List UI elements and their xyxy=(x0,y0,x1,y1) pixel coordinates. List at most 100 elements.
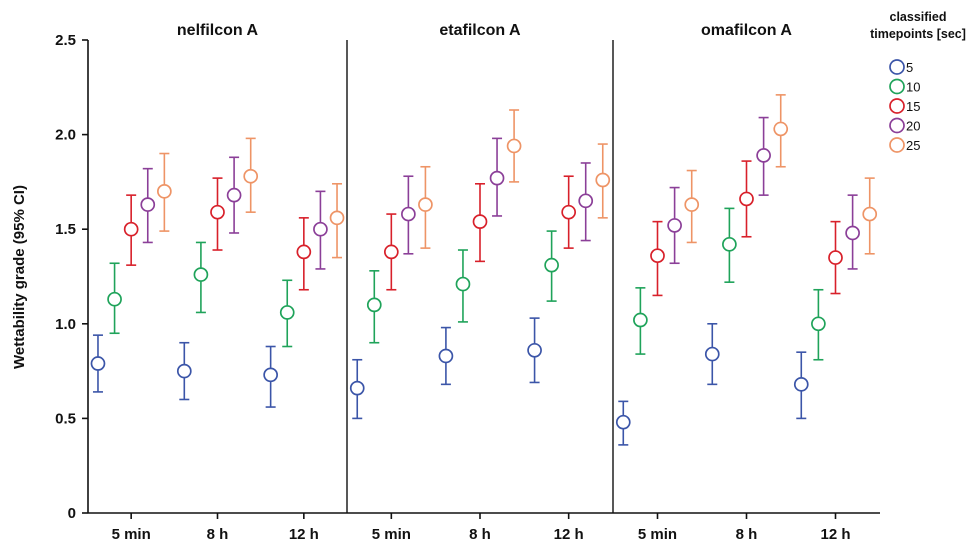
panel: omafilcon A 5 min 8 h 12 h xyxy=(615,22,878,543)
data-point xyxy=(527,317,542,384)
data-point xyxy=(313,190,328,270)
data-point xyxy=(193,241,209,314)
x-tick-label: 8 h xyxy=(736,526,758,543)
mean-marker xyxy=(615,414,631,430)
legend-marker xyxy=(889,117,905,134)
x-tick-label: 5 min xyxy=(112,526,151,543)
data-point xyxy=(263,345,278,408)
legend-marker xyxy=(889,59,905,75)
mean-marker xyxy=(210,204,225,220)
data-point xyxy=(704,322,720,386)
data-point xyxy=(667,186,682,265)
mean-marker xyxy=(544,257,559,273)
mean-marker xyxy=(527,342,542,358)
data-point xyxy=(756,116,771,196)
legend-title-line1: classified xyxy=(890,10,947,24)
data-point xyxy=(107,262,122,335)
data-point xyxy=(489,137,505,217)
legend-item: 20 xyxy=(889,117,920,134)
legend: classified timepoints [sec] 5 10 15 20 25 xyxy=(870,10,966,153)
data-point xyxy=(506,109,522,183)
mean-marker xyxy=(506,138,522,154)
y-tick-label: 1.0 xyxy=(55,316,76,333)
mean-marker xyxy=(722,236,737,252)
data-point xyxy=(578,162,594,242)
data-point xyxy=(455,249,471,323)
legend-label: 20 xyxy=(906,119,920,134)
mean-marker xyxy=(313,221,328,237)
axes: 0 0.5 1.0 1.5 2.0 2.5 Wettability grade (95% C… xyxy=(11,32,880,522)
y-tick-label: 0.5 xyxy=(55,410,76,427)
panel-title: omafilcon A xyxy=(701,22,792,39)
legend-label: 5 xyxy=(906,60,913,75)
data-point xyxy=(811,288,826,361)
data-point xyxy=(722,207,737,283)
mean-marker xyxy=(401,206,416,222)
mean-marker xyxy=(793,376,809,392)
data-point xyxy=(773,94,789,168)
x-tick-label: 12 h xyxy=(820,526,850,543)
x-tick-label: 12 h xyxy=(289,526,319,543)
data-point xyxy=(544,230,559,302)
mean-marker xyxy=(578,193,594,209)
legend-title-line2: timepoints [sec] xyxy=(870,27,966,41)
data-point xyxy=(418,165,433,249)
mean-marker xyxy=(739,191,754,207)
mean-marker xyxy=(811,316,826,332)
legend-label: 15 xyxy=(906,99,920,114)
mean-marker xyxy=(140,197,156,212)
legend-marker xyxy=(889,137,905,153)
mean-marker xyxy=(595,172,611,188)
data-point xyxy=(243,137,259,213)
data-point xyxy=(438,326,454,386)
panel-title: etafilcon A xyxy=(439,22,521,39)
panel: etafilcon A 5 min 8 h 12 h xyxy=(349,22,611,543)
panels: nelfilcon A 5 min 8 h 12 h etafilcon A 5 min 8… xyxy=(90,22,878,543)
mean-marker xyxy=(633,312,648,328)
mean-marker xyxy=(279,305,295,320)
legend-marker xyxy=(889,98,905,114)
mean-marker xyxy=(561,204,577,220)
panel-title: nelfilcon A xyxy=(177,22,259,39)
data-point xyxy=(472,182,488,263)
mean-marker xyxy=(107,291,122,307)
x-tick-label: 12 h xyxy=(554,526,584,543)
mean-marker xyxy=(383,244,399,260)
legend-label: 10 xyxy=(906,80,920,95)
data-point xyxy=(828,220,843,295)
data-point xyxy=(90,334,106,393)
mean-marker xyxy=(263,367,278,383)
mean-marker xyxy=(243,168,259,184)
mean-marker xyxy=(684,197,700,212)
data-point xyxy=(349,358,365,420)
mean-marker xyxy=(418,197,433,212)
data-point xyxy=(157,152,172,232)
data-point xyxy=(296,217,312,291)
legend-marker xyxy=(889,78,905,95)
mean-marker xyxy=(438,348,454,364)
mean-marker xyxy=(650,248,665,264)
data-point xyxy=(793,351,809,420)
data-point xyxy=(845,194,860,270)
data-point xyxy=(279,279,295,348)
x-tick-label: 5 min xyxy=(638,526,677,543)
mean-marker xyxy=(773,121,789,137)
data-point xyxy=(684,169,700,244)
mean-marker xyxy=(193,267,209,282)
mean-marker xyxy=(472,214,488,229)
legend-item: 25 xyxy=(889,137,920,153)
data-point xyxy=(210,177,225,251)
data-point xyxy=(176,341,192,401)
data-point xyxy=(561,175,577,249)
y-axis-title: Wettability grade (95% CI) xyxy=(11,185,28,369)
mean-marker xyxy=(329,210,345,226)
y-tick-label: 1.5 xyxy=(55,221,76,238)
data-point xyxy=(595,143,611,219)
legend-item: 5 xyxy=(889,59,913,75)
data-point xyxy=(633,287,648,355)
mean-marker xyxy=(90,356,106,371)
mean-marker xyxy=(296,244,312,260)
y-tick-label: 0 xyxy=(68,505,76,522)
legend-label: 25 xyxy=(906,138,920,153)
